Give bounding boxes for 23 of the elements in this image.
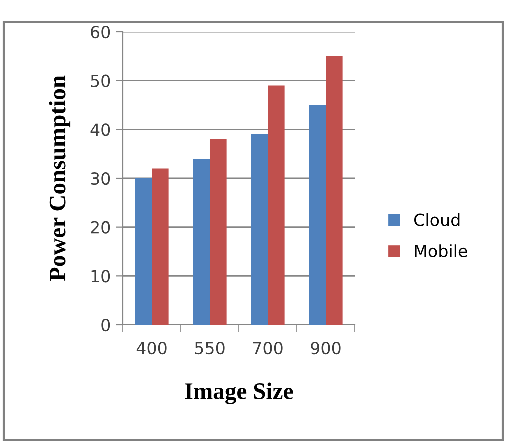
bar xyxy=(326,56,343,325)
bar xyxy=(152,168,169,325)
x-tick-label: 550 xyxy=(195,342,225,355)
bar xyxy=(251,134,268,325)
x-tick-label: 900 xyxy=(311,342,341,355)
y-tick-label: 30 xyxy=(91,172,110,186)
y-axis-title: Power Consumption xyxy=(49,76,71,282)
bar xyxy=(210,139,227,325)
bar xyxy=(193,158,210,325)
y-tick-label: 20 xyxy=(91,221,110,234)
bar xyxy=(135,178,152,325)
bar xyxy=(268,86,285,325)
bar xyxy=(309,105,326,325)
y-tick-label: 10 xyxy=(92,270,110,283)
legend-label: Cloud xyxy=(414,213,460,226)
y-tick-label: 0 xyxy=(102,318,110,332)
y-tick-label: 40 xyxy=(90,124,110,136)
y-tick-label: 60 xyxy=(91,26,110,39)
legend-label: Mobile xyxy=(415,244,468,258)
x-tick-label: 700 xyxy=(253,342,283,355)
x-tick-label: 400 xyxy=(136,342,167,355)
x-axis-title: Image Size xyxy=(185,382,294,404)
y-tick-label: 50 xyxy=(91,74,110,88)
